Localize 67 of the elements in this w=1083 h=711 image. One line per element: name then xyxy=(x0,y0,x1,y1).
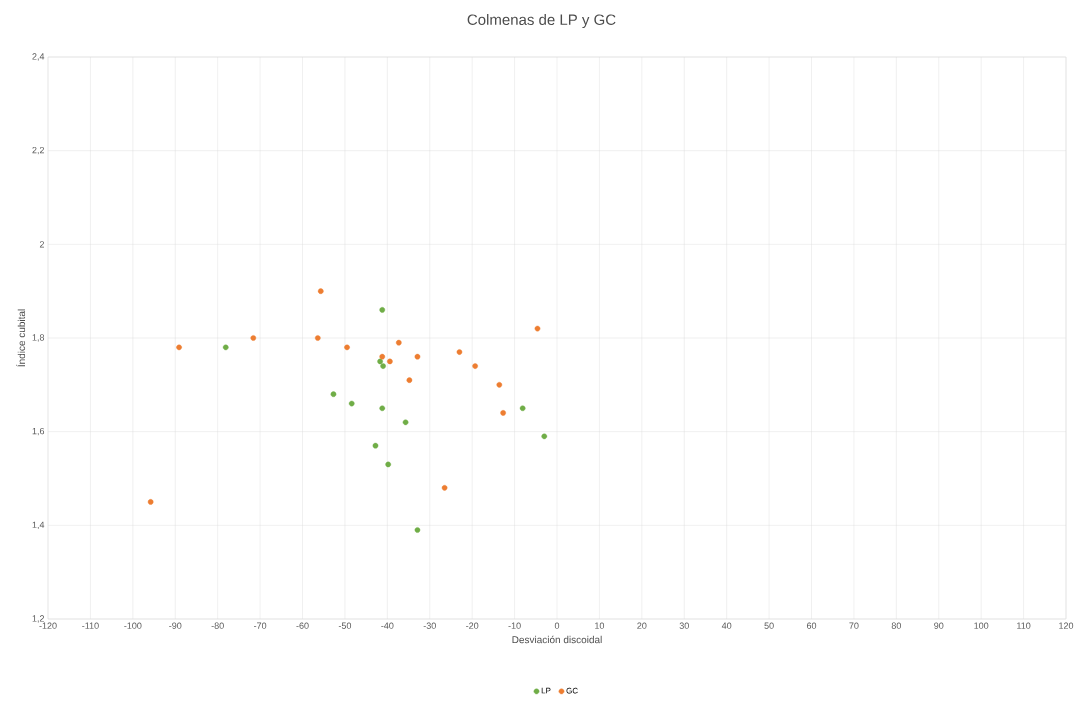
x-tick-label: -70 xyxy=(254,622,267,629)
y-tick-label: 2,4 xyxy=(32,53,45,61)
x-tick-label: -100 xyxy=(124,622,142,629)
point xyxy=(472,363,478,369)
point xyxy=(348,400,355,407)
point xyxy=(519,405,526,412)
y-tick-label: 1,6 xyxy=(32,427,45,436)
point xyxy=(496,382,503,388)
x-tick-label: 90 xyxy=(934,622,944,629)
point xyxy=(344,344,350,351)
x-tick-label: -20 xyxy=(466,622,479,629)
y-tick-label: 1,8 xyxy=(32,334,45,342)
x-tick-label: 110 xyxy=(1017,622,1031,629)
point xyxy=(402,419,409,426)
x-tick-label: 20 xyxy=(637,622,647,629)
y-axis-title: Índice cubital xyxy=(16,309,26,367)
point xyxy=(377,358,383,365)
point xyxy=(500,410,506,416)
x-tick-label: -60 xyxy=(296,622,309,629)
y-tick-label: 2 xyxy=(39,241,45,248)
x-tick-label: -110 xyxy=(82,622,99,629)
point xyxy=(395,339,402,346)
legend-label: LP xyxy=(541,687,551,694)
point xyxy=(414,353,421,360)
point xyxy=(414,527,421,533)
x-tick-label: -40 xyxy=(381,622,394,629)
x-tick-label: 120 xyxy=(1059,622,1074,629)
point xyxy=(441,485,448,491)
point xyxy=(385,461,391,468)
point xyxy=(534,325,541,332)
x-tick-label: 30 xyxy=(679,622,689,629)
x-tick-label: -50 xyxy=(338,622,352,629)
point xyxy=(379,307,386,313)
point xyxy=(317,288,324,294)
point xyxy=(176,344,182,351)
point xyxy=(456,349,463,355)
y-tick-label: 1,4 xyxy=(32,521,45,529)
x-tick-label: 40 xyxy=(721,622,732,629)
point xyxy=(379,353,386,360)
point xyxy=(387,358,393,365)
legend-label: GC xyxy=(566,687,578,694)
point xyxy=(372,442,379,449)
point xyxy=(314,335,321,341)
y-tick-label: 1,2 xyxy=(32,615,45,623)
x-tick-label: 0 xyxy=(554,622,560,629)
x-axis-title: Desviación discoidal xyxy=(512,635,602,644)
x-tick-label: 50 xyxy=(764,622,774,629)
x-tick-label: -10 xyxy=(508,622,521,629)
x-tick-label: 100 xyxy=(974,622,989,629)
chart-title: Colmenas de LP y GC xyxy=(467,14,616,28)
point xyxy=(250,335,257,341)
x-tick-label: -120 xyxy=(39,622,57,629)
x-tick-label: 60 xyxy=(806,622,817,629)
point xyxy=(380,363,386,369)
x-tick-label: -30 xyxy=(423,622,436,629)
x-tick-label: 10 xyxy=(595,622,605,629)
point xyxy=(541,433,548,440)
point xyxy=(222,344,229,351)
x-tick-label: 80 xyxy=(891,622,901,629)
point xyxy=(147,499,154,505)
point xyxy=(406,377,413,383)
x-tick-label: 70 xyxy=(849,622,859,629)
point xyxy=(330,391,337,397)
x-tick-label: -80 xyxy=(211,622,224,629)
y-tick-label: 2,2 xyxy=(32,146,45,155)
point xyxy=(379,405,386,412)
x-tick-label: -90 xyxy=(169,622,182,629)
